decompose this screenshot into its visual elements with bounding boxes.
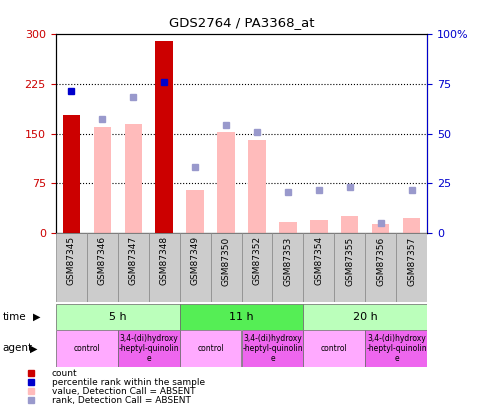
Bar (211, 233, 242, 302)
Text: ▶: ▶ (30, 343, 38, 353)
Bar (56, 233, 86, 302)
Bar (311, 220, 327, 233)
Bar (180, 330, 242, 367)
Text: rank, Detection Call = ABSENT: rank, Detection Call = ABSENT (52, 396, 191, 405)
Bar (334, 233, 366, 302)
Text: 3,4-(di)hydroxy
-heptyl-quinolin
e: 3,4-(di)hydroxy -heptyl-quinolin e (242, 334, 303, 363)
Text: 20 h: 20 h (353, 312, 378, 322)
Bar (280, 222, 297, 233)
Bar (303, 233, 334, 302)
Bar (117, 233, 149, 302)
Bar (86, 233, 117, 302)
Bar (180, 304, 303, 330)
Text: count: count (52, 369, 77, 377)
Text: GSM87350: GSM87350 (222, 237, 230, 286)
Bar (366, 330, 427, 367)
Text: GSM87352: GSM87352 (253, 237, 261, 286)
Text: GDS2764 / PA3368_at: GDS2764 / PA3368_at (169, 16, 314, 29)
Bar (56, 304, 180, 330)
Bar (403, 218, 421, 233)
Text: control: control (197, 344, 224, 353)
Bar (303, 330, 366, 367)
Text: GSM87345: GSM87345 (67, 237, 75, 286)
Text: 11 h: 11 h (229, 312, 254, 322)
Bar (242, 233, 272, 302)
Bar (94, 127, 111, 233)
Text: GSM87355: GSM87355 (345, 237, 355, 286)
Text: 5 h: 5 h (109, 312, 127, 322)
Bar (149, 233, 180, 302)
Bar (303, 304, 427, 330)
Text: agent: agent (2, 343, 32, 353)
Text: GSM87349: GSM87349 (190, 237, 199, 286)
Bar (242, 330, 303, 367)
Bar (56, 330, 117, 367)
Text: GSM87357: GSM87357 (408, 237, 416, 286)
Bar (366, 233, 397, 302)
Bar (156, 41, 172, 233)
Bar (62, 115, 80, 233)
Bar (248, 140, 266, 233)
Text: value, Detection Call = ABSENT: value, Detection Call = ABSENT (52, 387, 195, 396)
Text: percentile rank within the sample: percentile rank within the sample (52, 378, 205, 387)
Bar (372, 224, 389, 233)
Text: GSM87354: GSM87354 (314, 237, 324, 286)
Bar (186, 190, 203, 233)
Text: GSM87356: GSM87356 (376, 237, 385, 286)
Bar (217, 132, 235, 233)
Bar (180, 233, 211, 302)
Text: GSM87346: GSM87346 (98, 237, 107, 286)
Text: time: time (2, 312, 26, 322)
Bar (341, 216, 358, 233)
Text: control: control (73, 344, 100, 353)
Bar (397, 233, 427, 302)
Bar (272, 233, 303, 302)
Text: GSM87347: GSM87347 (128, 237, 138, 286)
Text: 3,4-(di)hydroxy
-heptyl-quinolin
e: 3,4-(di)hydroxy -heptyl-quinolin e (118, 334, 179, 363)
Bar (125, 124, 142, 233)
Text: control: control (321, 344, 348, 353)
Text: GSM87353: GSM87353 (284, 237, 293, 286)
Text: ▶: ▶ (33, 312, 41, 322)
Bar (117, 330, 180, 367)
Text: GSM87348: GSM87348 (159, 237, 169, 286)
Text: 3,4-(di)hydroxy
-heptyl-quinolin
e: 3,4-(di)hydroxy -heptyl-quinolin e (366, 334, 427, 363)
